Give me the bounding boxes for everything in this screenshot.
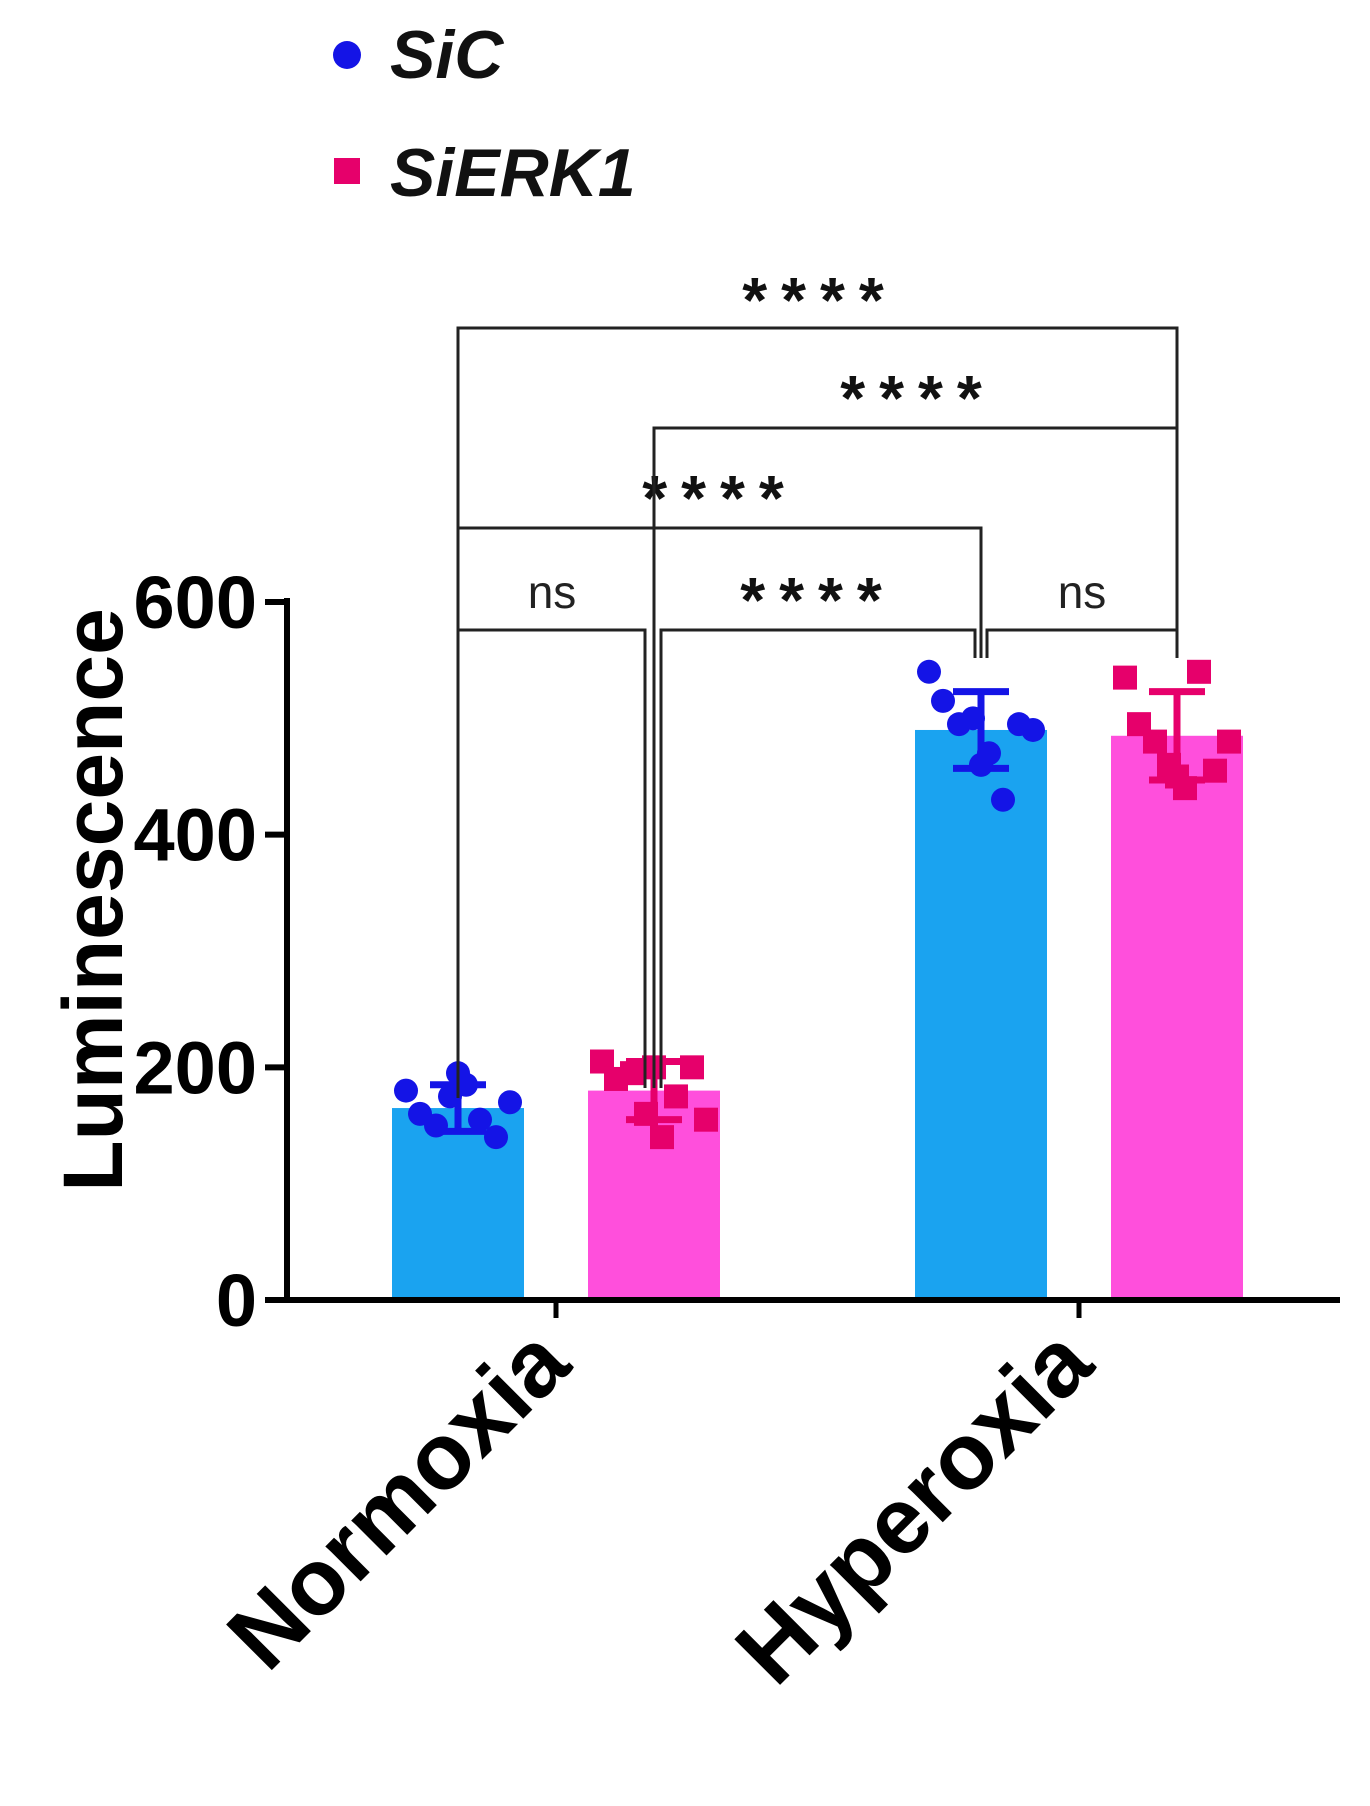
legend-marker-sic — [333, 41, 361, 69]
legend: SiC SiERK1 — [333, 17, 636, 211]
significance-label: **** — [740, 564, 896, 636]
data-point-hyperoxia-sierk1 — [1217, 729, 1241, 754]
data-point-normoxia-sierk1 — [620, 1061, 644, 1086]
data-point-hyperoxia-sic — [917, 659, 941, 684]
data-point-normoxia-sic — [498, 1090, 522, 1115]
legend-label-sic: SiC — [390, 17, 504, 93]
data-point-hyperoxia-sierk1 — [1165, 764, 1189, 789]
y-tick-label-600: 600 — [134, 561, 257, 644]
legend-label-sierk1: SiERK1 — [390, 135, 636, 211]
data-point-normoxia-sic — [394, 1078, 418, 1103]
data-point-hyperoxia-sic — [991, 787, 1015, 812]
error-bars-layer — [430, 688, 1205, 1135]
data-point-normoxia-sierk1 — [694, 1107, 718, 1132]
significance-label: ns — [528, 566, 577, 618]
x-label-normoxia: Normoxia — [207, 1307, 588, 1688]
data-point-hyperoxia-sic — [1021, 717, 1045, 742]
data-point-normoxia-sic — [468, 1107, 492, 1132]
data-point-hyperoxia-sierk1 — [1143, 729, 1167, 754]
significance-bracket — [985, 628, 1179, 658]
y-axis-title: Luminescence — [46, 608, 140, 1192]
data-point-hyperoxia-sierk1 — [1203, 758, 1227, 783]
data-point-hyperoxia-sierk1 — [1113, 665, 1137, 690]
significance-bracket — [659, 628, 977, 1088]
bar-hyperoxia-sic — [915, 729, 1047, 1300]
significance-label: ns — [1058, 566, 1107, 618]
bar-hyperoxia-sierk1 — [1111, 735, 1243, 1300]
significance-layer: ns **** ns **** **** **** — [456, 264, 1179, 1098]
data-point-hyperoxia-sic — [961, 706, 985, 731]
data-points-layer — [394, 659, 1241, 1150]
significance-bracket — [456, 326, 1179, 1098]
significance-label: **** — [742, 264, 898, 336]
legend-marker-sierk1 — [334, 158, 360, 184]
data-point-hyperoxia-sierk1 — [1187, 659, 1211, 684]
axes-layer — [284, 598, 1340, 1318]
x-labels-layer: Normoxia Hyperoxia — [207, 1307, 1111, 1703]
data-point-normoxia-sierk1 — [634, 1101, 658, 1126]
y-tick-label-400: 400 — [134, 794, 257, 877]
data-point-normoxia-sic — [424, 1113, 448, 1138]
y-tick-label-200: 200 — [134, 1026, 257, 1109]
x-label-hyperoxia: Hyperoxia — [715, 1307, 1111, 1703]
bars-layer — [392, 729, 1243, 1300]
data-point-hyperoxia-sic — [931, 688, 955, 713]
y-tick-label-0: 0 — [216, 1259, 257, 1342]
y-ticks-layer: 0 200 400 600 — [134, 561, 287, 1342]
significance-label: **** — [840, 362, 996, 434]
data-point-normoxia-sierk1 — [680, 1055, 704, 1080]
significance-label: **** — [642, 462, 798, 534]
data-point-hyperoxia-sic — [969, 752, 993, 777]
significance-bracket — [456, 628, 647, 1098]
data-point-normoxia-sierk1 — [664, 1084, 688, 1109]
data-point-normoxia-sic — [484, 1125, 508, 1150]
data-point-normoxia-sierk1 — [650, 1125, 674, 1150]
